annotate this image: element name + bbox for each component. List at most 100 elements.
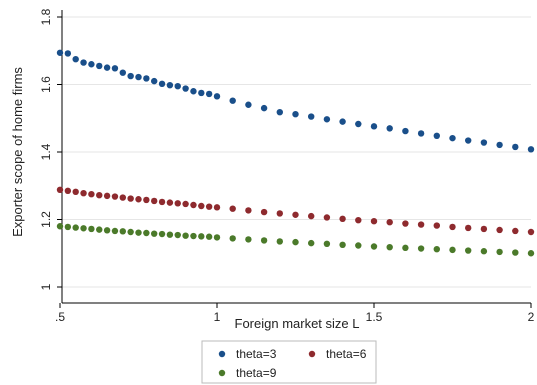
data-point [151,77,158,85]
data-point [527,250,535,257]
data-point [88,225,95,233]
x-tick-label: 1 [214,310,221,324]
data-point [323,116,331,123]
legend-marker [308,350,316,358]
legend-marker [218,369,226,377]
data-point [496,248,503,256]
data-point [512,227,519,235]
data-point [198,233,205,240]
series-theta=9 [56,223,535,257]
data-point [205,203,213,210]
data-point [143,75,150,82]
data-point [127,228,134,236]
data-point [151,197,158,205]
data-point [80,189,87,197]
data-point [433,132,440,139]
data-point [480,248,488,255]
data-point [245,207,252,214]
data-point [370,123,378,130]
data-point [480,225,488,233]
legend-marker [218,350,226,358]
data-point [386,243,393,251]
data-point [417,221,425,228]
data-point [449,223,456,231]
data-point [103,192,111,200]
data-point [355,120,362,128]
data-point [103,64,111,71]
data-point [292,111,299,118]
data-point [496,141,503,149]
data-point [80,59,87,66]
x-tick-label: 2 [528,310,535,324]
data-point [323,240,331,247]
data-point [103,227,111,234]
data-point [402,220,409,227]
data-point [111,65,119,72]
data-point [158,198,166,206]
legend-label: theta=3 [236,347,277,361]
data-point [512,249,519,256]
data-point [276,238,283,245]
data-point [386,125,393,132]
data-point [56,186,64,193]
x-tick-label: .5 [55,310,65,324]
data-point [527,228,535,236]
y-tick-label: 1.8 [39,8,53,25]
data-point [402,244,409,252]
data-point [119,69,127,76]
data-point [56,223,64,230]
data-point [135,229,142,236]
x-axis-title: Foreign market size L [235,316,360,331]
y-tick-label: 1.2 [39,211,53,228]
data-point [182,232,189,239]
data-point [174,200,181,207]
data-point [190,232,197,240]
legend-label: theta=6 [326,347,367,361]
data-point [339,241,346,249]
data-point [205,90,213,98]
data-point [174,231,181,239]
data-point [135,73,142,81]
data-point [260,208,268,216]
data-point [308,212,315,220]
data-point [143,196,150,204]
data-point [465,247,472,254]
data-point [260,237,268,244]
data-point [96,192,103,199]
data-point [166,231,174,238]
data-point [229,97,236,104]
y-tick-label: 1 [39,283,53,290]
y-tick-label: 1.4 [39,143,53,160]
data-point [72,224,79,231]
data-point [339,215,346,223]
data-point [276,108,283,116]
data-point [198,89,205,97]
data-point [229,205,236,212]
data-point [496,226,503,234]
data-point [56,49,64,56]
data-point [96,62,103,70]
data-point [96,226,103,233]
data-point [292,238,299,246]
data-point [355,242,362,249]
data-point [386,219,393,226]
data-point [182,85,189,92]
y-axis-title: Exporter scope of home firms [10,67,25,237]
data-point [127,195,134,202]
data-point [465,137,472,144]
data-point [190,201,197,209]
series-theta=6 [56,186,535,236]
data-point [119,228,127,235]
data-point [119,194,127,201]
legend-box [201,340,377,384]
data-point [72,188,79,196]
gridlines [62,16,531,288]
data-point [72,55,79,63]
data-point [88,61,95,68]
data-point [80,225,87,232]
y-tick-label: 1.6 [39,76,53,93]
series-theta=3 [56,49,535,153]
data-point [527,146,535,153]
data-point [158,230,166,238]
